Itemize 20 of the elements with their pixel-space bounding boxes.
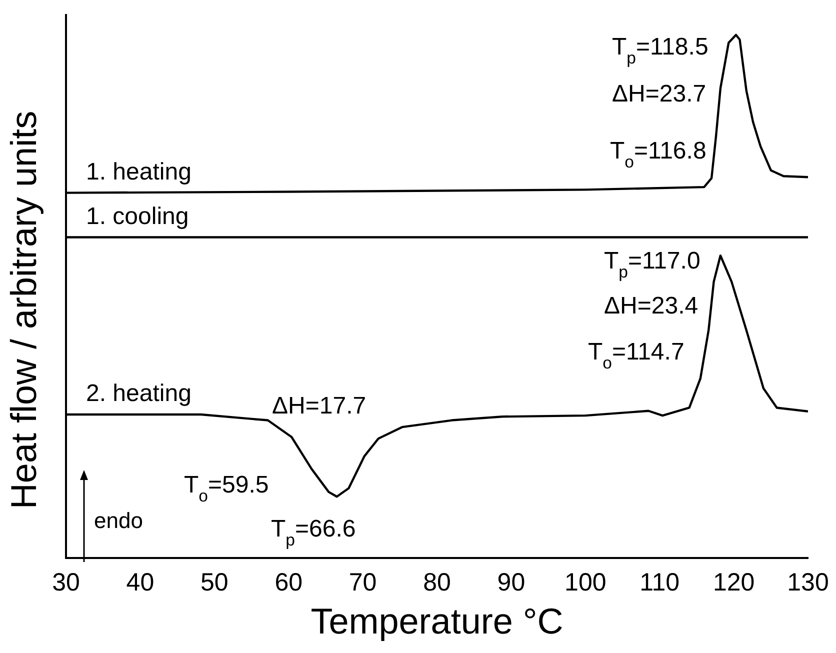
x-tick-label: 30: [52, 568, 80, 597]
series-label: 1. heating: [86, 158, 192, 186]
x-tick-label: 130: [787, 568, 829, 597]
series-label: 1. cooling: [86, 202, 189, 230]
x-tick-label: 110: [640, 568, 680, 597]
x-tick-label: 80: [423, 568, 451, 597]
x-tick-label: 70: [348, 568, 377, 597]
series-label: 2. heating: [86, 380, 192, 408]
x-tick-label: 50: [200, 568, 228, 597]
x-tick-label: 100: [564, 568, 606, 597]
annotation: ΔH=23.7: [612, 80, 706, 108]
y-axis-title: Heat flow / arbitrary units: [3, 110, 45, 510]
x-tick-label: 120: [712, 568, 755, 597]
x-tick-label: 90: [497, 568, 526, 597]
x-tick-label: 60: [274, 568, 303, 597]
annotation: ΔH=17.7: [272, 392, 366, 420]
x-tick-label: 40: [126, 568, 154, 597]
annotation: endo: [94, 508, 143, 534]
x-axis-title: Temperature °C: [310, 600, 564, 642]
annotation: ΔH=23.4: [604, 292, 698, 320]
